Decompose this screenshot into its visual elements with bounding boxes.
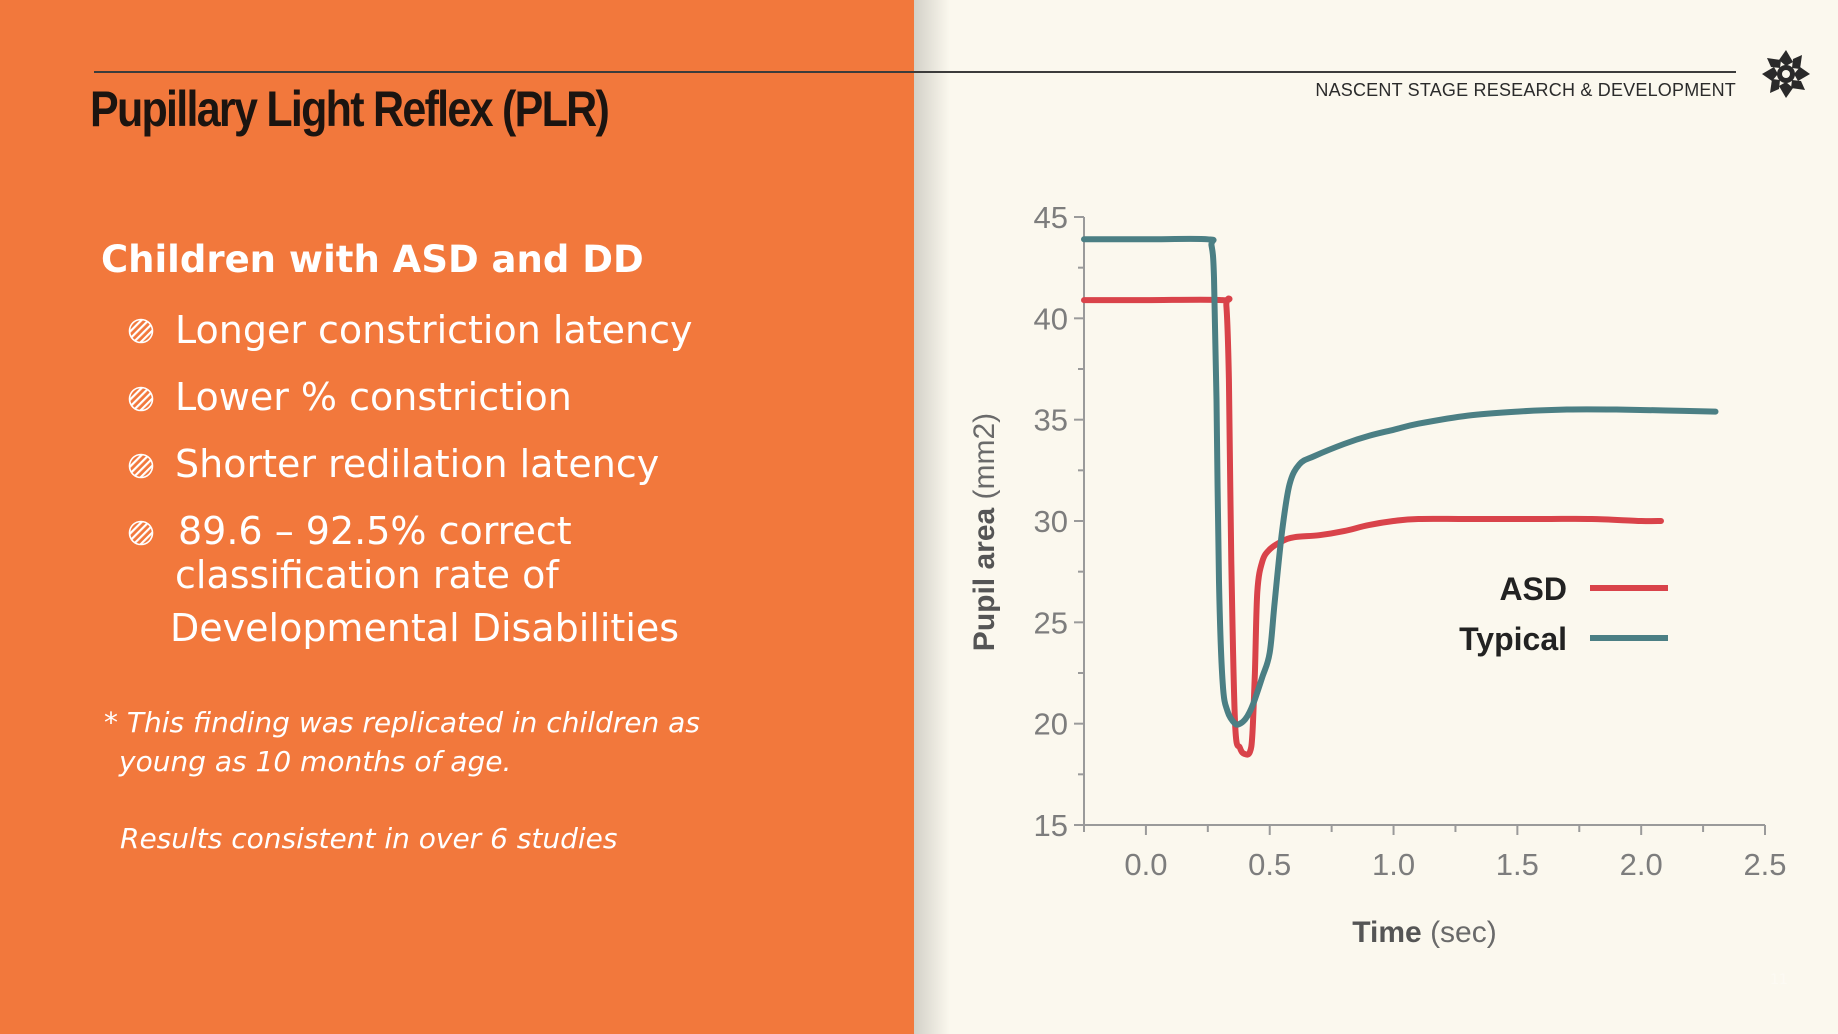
page-number: 11	[1770, 972, 1788, 988]
header-rule	[94, 71, 1736, 73]
bullet-text-1: Longer constriction latency	[175, 308, 693, 352]
y-tick-label: 20	[1034, 707, 1068, 742]
y-tick-label: 15	[1034, 808, 1068, 843]
bullet-icon	[128, 520, 154, 546]
y-tick-label: 45	[1034, 200, 1068, 235]
pupil-area-chart: 15 20 25 30 35 40 45 0.0 0.5 1.0 1.5 2.0 2.5 Time (se…	[968, 200, 1787, 949]
note-line-2: young as 10 months of age.	[119, 745, 512, 778]
bullet-text-4-line1: 89.6 – 92.5% correct	[178, 509, 572, 553]
note-line-1: * This finding was replicated in childre…	[104, 706, 700, 739]
x-tick-label: 2.0	[1620, 847, 1663, 882]
x-tick-label: 0.0	[1124, 847, 1167, 882]
y-tick-label: 35	[1034, 403, 1068, 438]
legend-label-asd: ASD	[1499, 571, 1567, 607]
series-line-typical	[1081, 235, 1719, 728]
bullet-text-3: Shorter redilation latency	[175, 442, 660, 486]
bullet-icon	[128, 318, 154, 344]
bullet-text-2: Lower % constriction	[175, 375, 572, 419]
x-tick-label: 1.0	[1372, 847, 1415, 882]
y-tick-label: 30	[1034, 504, 1068, 539]
x-axis-label: Time (sec)	[1352, 916, 1496, 949]
organization-name: NASCENT STAGE RESEARCH & DEVELOPMENT	[1315, 80, 1736, 100]
slide-title: Pupillary Light Reflex (PLR)	[90, 81, 610, 137]
y-axis-label: Pupil area (mm2)	[968, 413, 1001, 651]
y-tick-label: 25	[1034, 605, 1068, 640]
panel-shadow	[914, 0, 950, 1034]
y-tick-label: 40	[1034, 301, 1068, 336]
legend-label-typical: Typical	[1459, 621, 1567, 657]
company-logo-icon	[1762, 50, 1810, 98]
x-tick-label: 2.5	[1743, 847, 1786, 882]
subheading: Children with ASD and DD	[101, 238, 644, 281]
orange-panel	[0, 0, 914, 1034]
series-line-asd	[1081, 295, 1664, 758]
x-tick-label: 1.5	[1496, 847, 1539, 882]
x-tick-label: 0.5	[1248, 847, 1291, 882]
bullet-text-4-line2: classification rate of	[175, 553, 559, 597]
bullet-text-4-line3: Developmental Disabilities	[170, 606, 680, 650]
bullet-icon	[128, 453, 154, 479]
note-studies: Results consistent in over 6 studies	[120, 822, 618, 855]
bullet-icon	[128, 386, 154, 412]
